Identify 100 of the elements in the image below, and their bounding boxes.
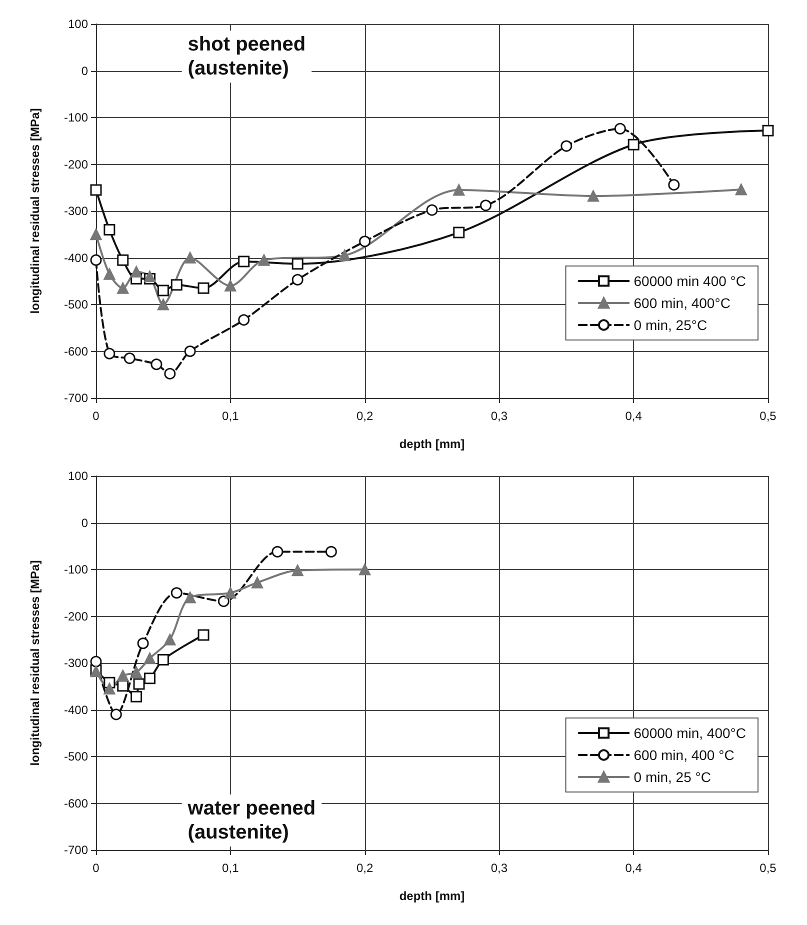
point	[157, 284, 169, 296]
point	[184, 252, 196, 264]
y-tick-label: 0	[81, 64, 88, 78]
point	[110, 708, 122, 720]
point	[198, 629, 210, 641]
x-tick-label: 0,1	[222, 861, 240, 875]
point	[157, 298, 169, 310]
legend-label: 60000 min 400 °C	[634, 273, 746, 289]
point	[359, 564, 371, 576]
x-tick-label: 0,2	[356, 861, 374, 875]
point	[762, 124, 774, 136]
y-tick-label: -400	[64, 702, 88, 717]
point	[150, 358, 162, 370]
y-tick-label: -500	[64, 298, 88, 312]
point	[224, 280, 236, 292]
point	[144, 270, 156, 282]
point	[164, 368, 176, 380]
point	[224, 587, 236, 599]
point	[170, 279, 182, 291]
point	[735, 184, 747, 196]
x-tick-label: 0,3	[490, 861, 508, 875]
y-tick-label: -200	[64, 157, 88, 172]
x-tick-label: 0,5	[760, 861, 777, 875]
point	[117, 670, 129, 682]
y-tick-label: -600	[64, 796, 88, 810]
legend-label: 600 min, 400°C	[634, 295, 730, 311]
point	[292, 258, 304, 270]
point	[628, 138, 640, 150]
point	[104, 348, 116, 360]
point	[104, 682, 116, 694]
point	[104, 268, 116, 280]
point	[453, 226, 465, 238]
point	[137, 638, 149, 650]
point	[133, 678, 145, 690]
point	[90, 184, 102, 196]
point	[130, 266, 142, 278]
legend-label: 60000 min, 400°C	[634, 725, 746, 741]
point	[325, 546, 337, 558]
legend-label: 600 min, 400 °C	[634, 747, 734, 763]
y-tick-label: -100	[64, 562, 88, 576]
point	[426, 204, 438, 216]
x-tick-label: 0,4	[625, 409, 642, 423]
point	[117, 254, 129, 266]
x-tick-label: 0	[92, 861, 100, 875]
y-tick-label: -300	[64, 204, 88, 218]
x-tick-label: 0,3	[490, 409, 508, 423]
x-tick-label: 0,4	[625, 861, 642, 875]
y-tick-label: -200	[64, 609, 88, 624]
point	[157, 654, 169, 666]
x-tick-label: 0,5	[760, 409, 777, 423]
annotation: shot peened (austenite)	[188, 34, 306, 80]
point	[238, 314, 250, 326]
y-axis-title: longitudinal residual stresses [MPa]	[28, 108, 42, 314]
point	[218, 596, 230, 608]
point	[560, 140, 572, 152]
point	[292, 564, 304, 576]
point	[614, 122, 626, 134]
point	[184, 346, 196, 357]
point	[272, 546, 284, 558]
point	[338, 250, 350, 262]
y-tick-label: -300	[64, 656, 88, 670]
x-tick-label: 0,2	[356, 409, 374, 423]
point	[453, 184, 465, 196]
point	[480, 200, 492, 212]
x-tick-label: 0,1	[222, 409, 240, 423]
y-tick-label: -600	[64, 344, 88, 358]
point	[588, 190, 600, 202]
point	[144, 652, 156, 664]
point	[668, 179, 680, 191]
point	[184, 592, 196, 604]
point	[130, 666, 142, 678]
x-axis-title: depth [mm]	[399, 889, 465, 903]
point	[252, 576, 264, 588]
point	[90, 656, 102, 668]
y-tick-label: -100	[64, 110, 88, 124]
y-tick-label: -700	[64, 391, 88, 405]
point	[198, 282, 210, 294]
point	[104, 224, 116, 236]
point	[238, 256, 250, 268]
y-tick-label: -700	[64, 843, 88, 857]
point	[90, 254, 102, 266]
y-tick-label: -400	[64, 250, 88, 265]
y-tick-label: 100	[68, 469, 88, 483]
point	[117, 282, 129, 294]
legend-label: 0 min, 25°C	[634, 317, 708, 333]
y-axis-title: longitudinal residual stresses [MPa]	[28, 560, 42, 766]
y-tick-label: 0	[81, 516, 88, 530]
point	[359, 236, 371, 248]
x-tick-label: 0	[92, 409, 100, 423]
annotation: water peened (austenite)	[186, 797, 316, 844]
point	[292, 274, 304, 286]
y-tick-label: 100	[68, 17, 88, 31]
point	[164, 634, 176, 646]
point	[258, 254, 270, 266]
point	[170, 587, 182, 599]
point	[124, 352, 136, 364]
point	[130, 690, 142, 702]
legend-label: 0 min, 25 °C	[634, 769, 711, 785]
point	[144, 672, 156, 684]
x-axis-title: depth [mm]	[399, 437, 465, 451]
